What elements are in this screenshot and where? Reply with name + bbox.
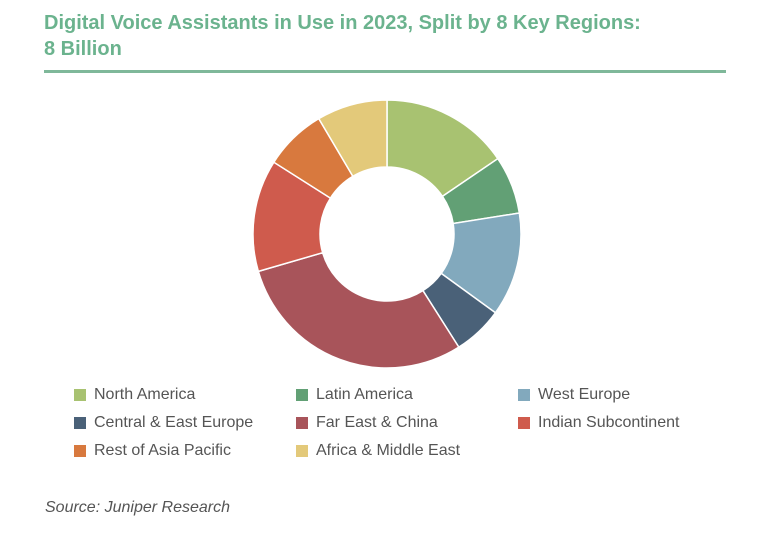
legend-item: Far East & China [296, 413, 518, 433]
legend-item: North America [74, 385, 296, 405]
legend-label: Rest of Asia Pacific [94, 442, 231, 459]
legend-item: Indian Subcontinent [518, 413, 734, 433]
chart-legend: North America Latin America West Europe Cen… [74, 385, 734, 461]
legend-label: Far East & China [316, 414, 438, 431]
legend-swatch [74, 445, 86, 457]
legend-item: Rest of Asia Pacific [74, 441, 296, 461]
chart-title: Digital Voice Assistants in Use in 2023,… [44, 12, 641, 60]
legend-label: Africa & Middle East [316, 442, 461, 459]
legend-swatch [518, 417, 530, 429]
legend-item: West Europe [518, 385, 734, 405]
legend-swatch [296, 417, 308, 429]
legend-label: Indian Subcontinent [538, 414, 680, 431]
donut-slice-far-east-china [257, 251, 460, 369]
legend-item: Africa & Middle East [296, 441, 518, 461]
legend-label: Latin America [316, 386, 413, 403]
legend-label: Central & East Europe [94, 414, 254, 431]
source-note: Source: Juniper Research [45, 499, 230, 516]
legend-swatch [518, 389, 530, 401]
legend-swatch [74, 389, 86, 401]
legend-swatch [296, 389, 308, 401]
donut-slice-africa-middle-east [317, 99, 388, 178]
legend-swatch [74, 417, 86, 429]
legend-item: Central & East Europe [74, 413, 296, 433]
legend-label: West Europe [538, 386, 631, 403]
legend-swatch [296, 445, 308, 457]
legend-item: Latin America [296, 385, 518, 405]
title-underline [44, 70, 726, 73]
legend-label: North America [94, 386, 196, 403]
